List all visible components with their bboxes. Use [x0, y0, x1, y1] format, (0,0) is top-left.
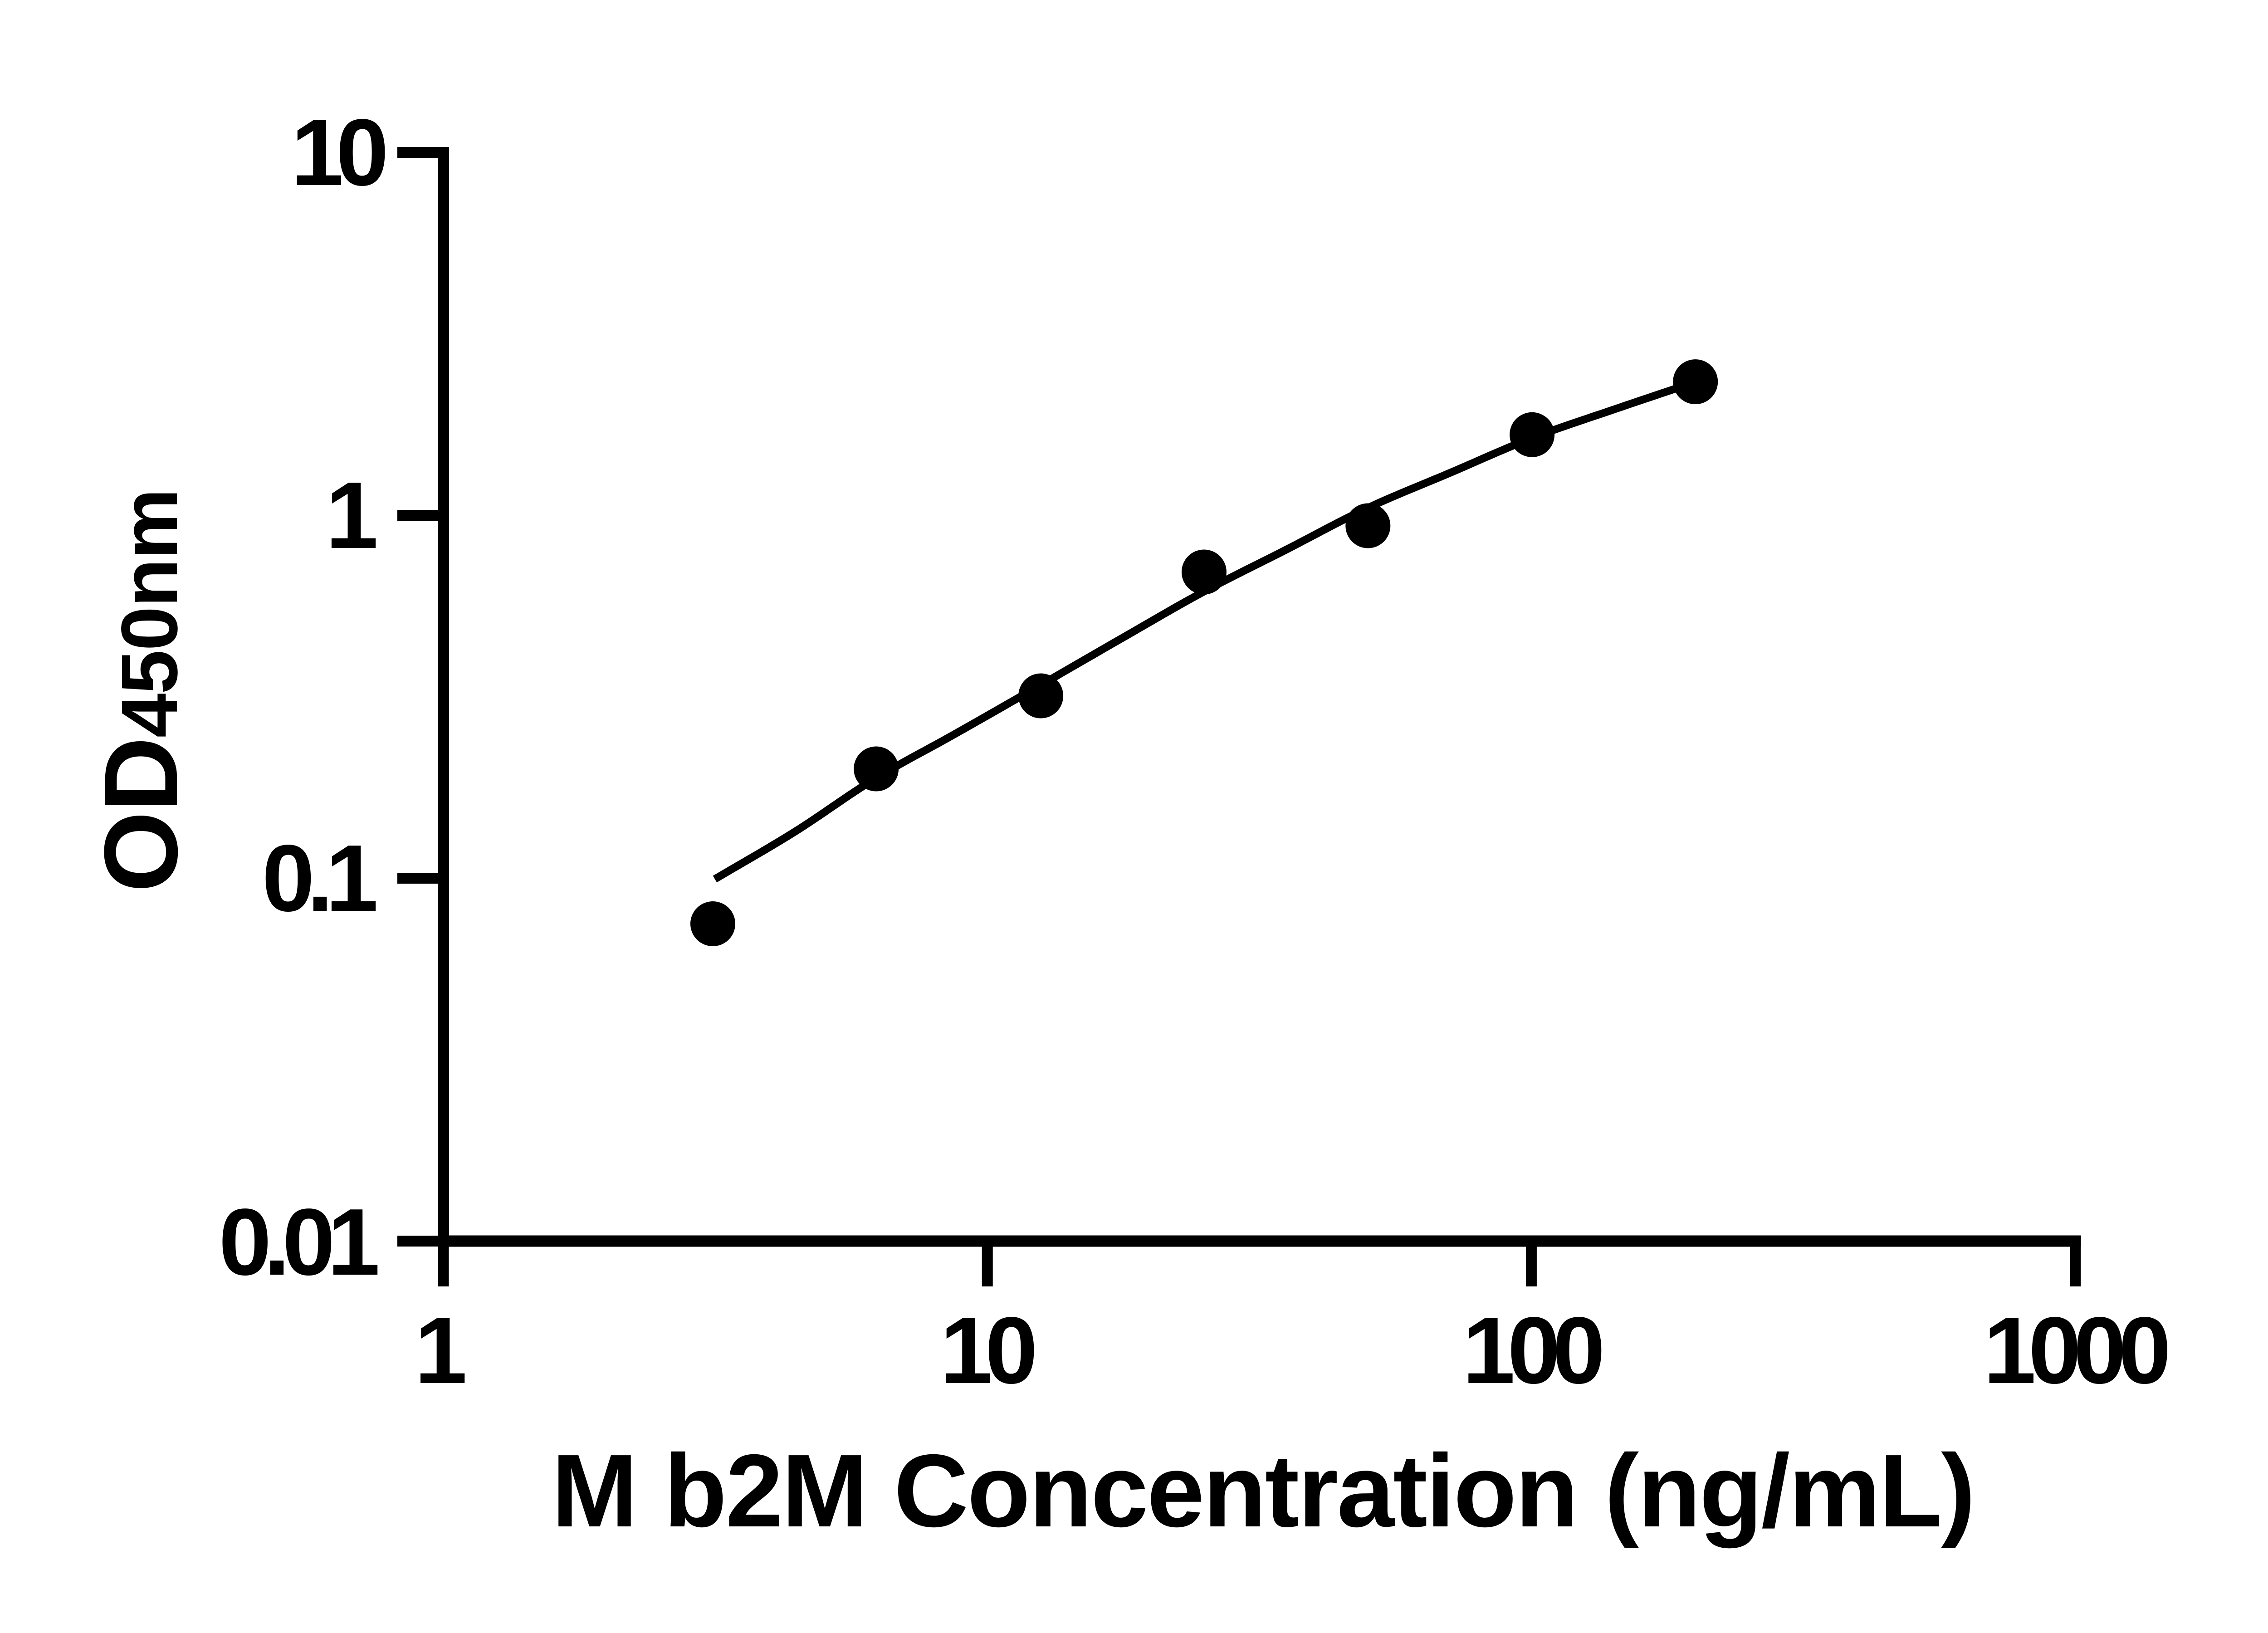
svg-text:M b2M Concentration (ng/mL): M b2M Concentration (ng/mL)	[552, 1433, 1974, 1549]
svg-text:0.01: 0.01	[219, 1189, 378, 1295]
svg-text:10: 10	[940, 1298, 1034, 1403]
svg-text:0.1: 0.1	[262, 826, 376, 931]
svg-text:1: 1	[415, 1298, 465, 1403]
svg-text:1000: 1000	[1984, 1298, 2168, 1403]
svg-text:1: 1	[326, 463, 376, 568]
svg-text:100: 100	[1462, 1298, 1601, 1403]
svg-text:10: 10	[291, 100, 385, 205]
